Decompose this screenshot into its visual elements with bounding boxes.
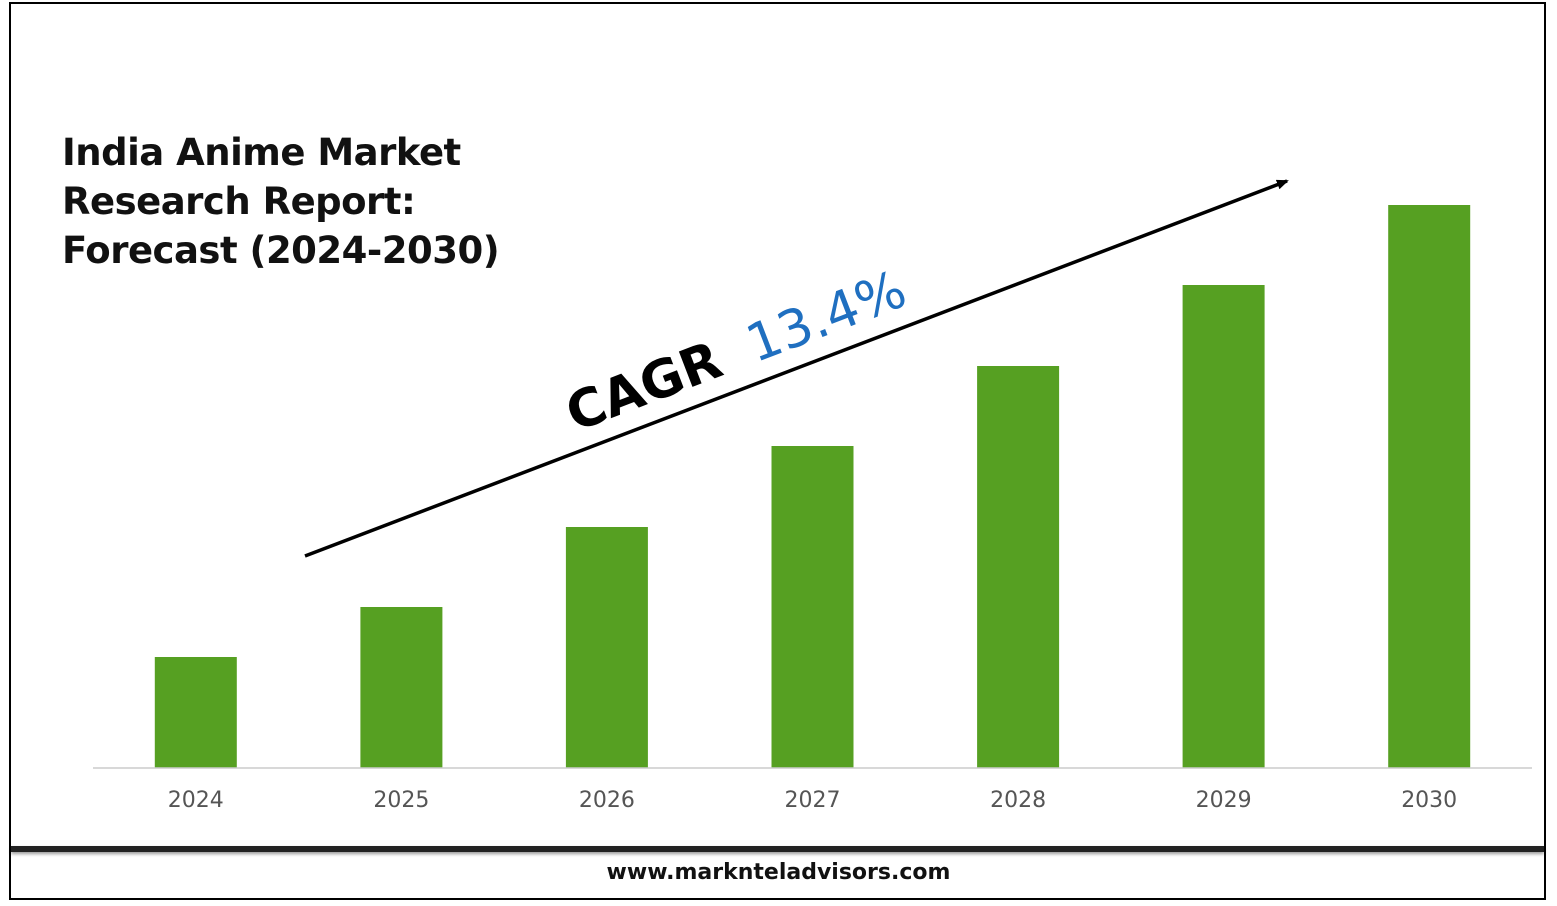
x-tick-2030: 2030 bbox=[1401, 788, 1457, 813]
bar-2030 bbox=[1388, 205, 1471, 768]
x-tick-2028: 2028 bbox=[990, 788, 1046, 813]
x-tick-2024: 2024 bbox=[168, 788, 224, 813]
title-line-1: India Anime Market bbox=[62, 131, 461, 174]
chart-title: India Anime Market Research Report: Fore… bbox=[62, 128, 500, 275]
bar-2024 bbox=[154, 657, 237, 768]
x-tick-labels: 2024 2025 2026 2027 2028 2029 2030 bbox=[168, 788, 1457, 813]
footer-divider bbox=[11, 846, 1544, 852]
bar-2025 bbox=[360, 607, 443, 768]
x-tick-2026: 2026 bbox=[579, 788, 635, 813]
bar-2028 bbox=[977, 366, 1060, 768]
footer-website: www.marknteladvisors.com bbox=[606, 860, 951, 885]
bar-2029 bbox=[1182, 285, 1265, 768]
bars-group bbox=[154, 205, 1471, 768]
trend-arrow bbox=[304, 179, 1289, 558]
bar-2027 bbox=[771, 446, 854, 768]
x-tick-2027: 2027 bbox=[785, 788, 841, 813]
title-line-3: Forecast (2024-2030) bbox=[62, 229, 500, 272]
bar-2026 bbox=[565, 527, 648, 768]
title-line-2: Research Report: bbox=[62, 180, 416, 223]
x-tick-2025: 2025 bbox=[373, 788, 429, 813]
x-tick-2029: 2029 bbox=[1196, 788, 1252, 813]
cagr-annotation: CAGR 13.4% bbox=[558, 260, 914, 444]
